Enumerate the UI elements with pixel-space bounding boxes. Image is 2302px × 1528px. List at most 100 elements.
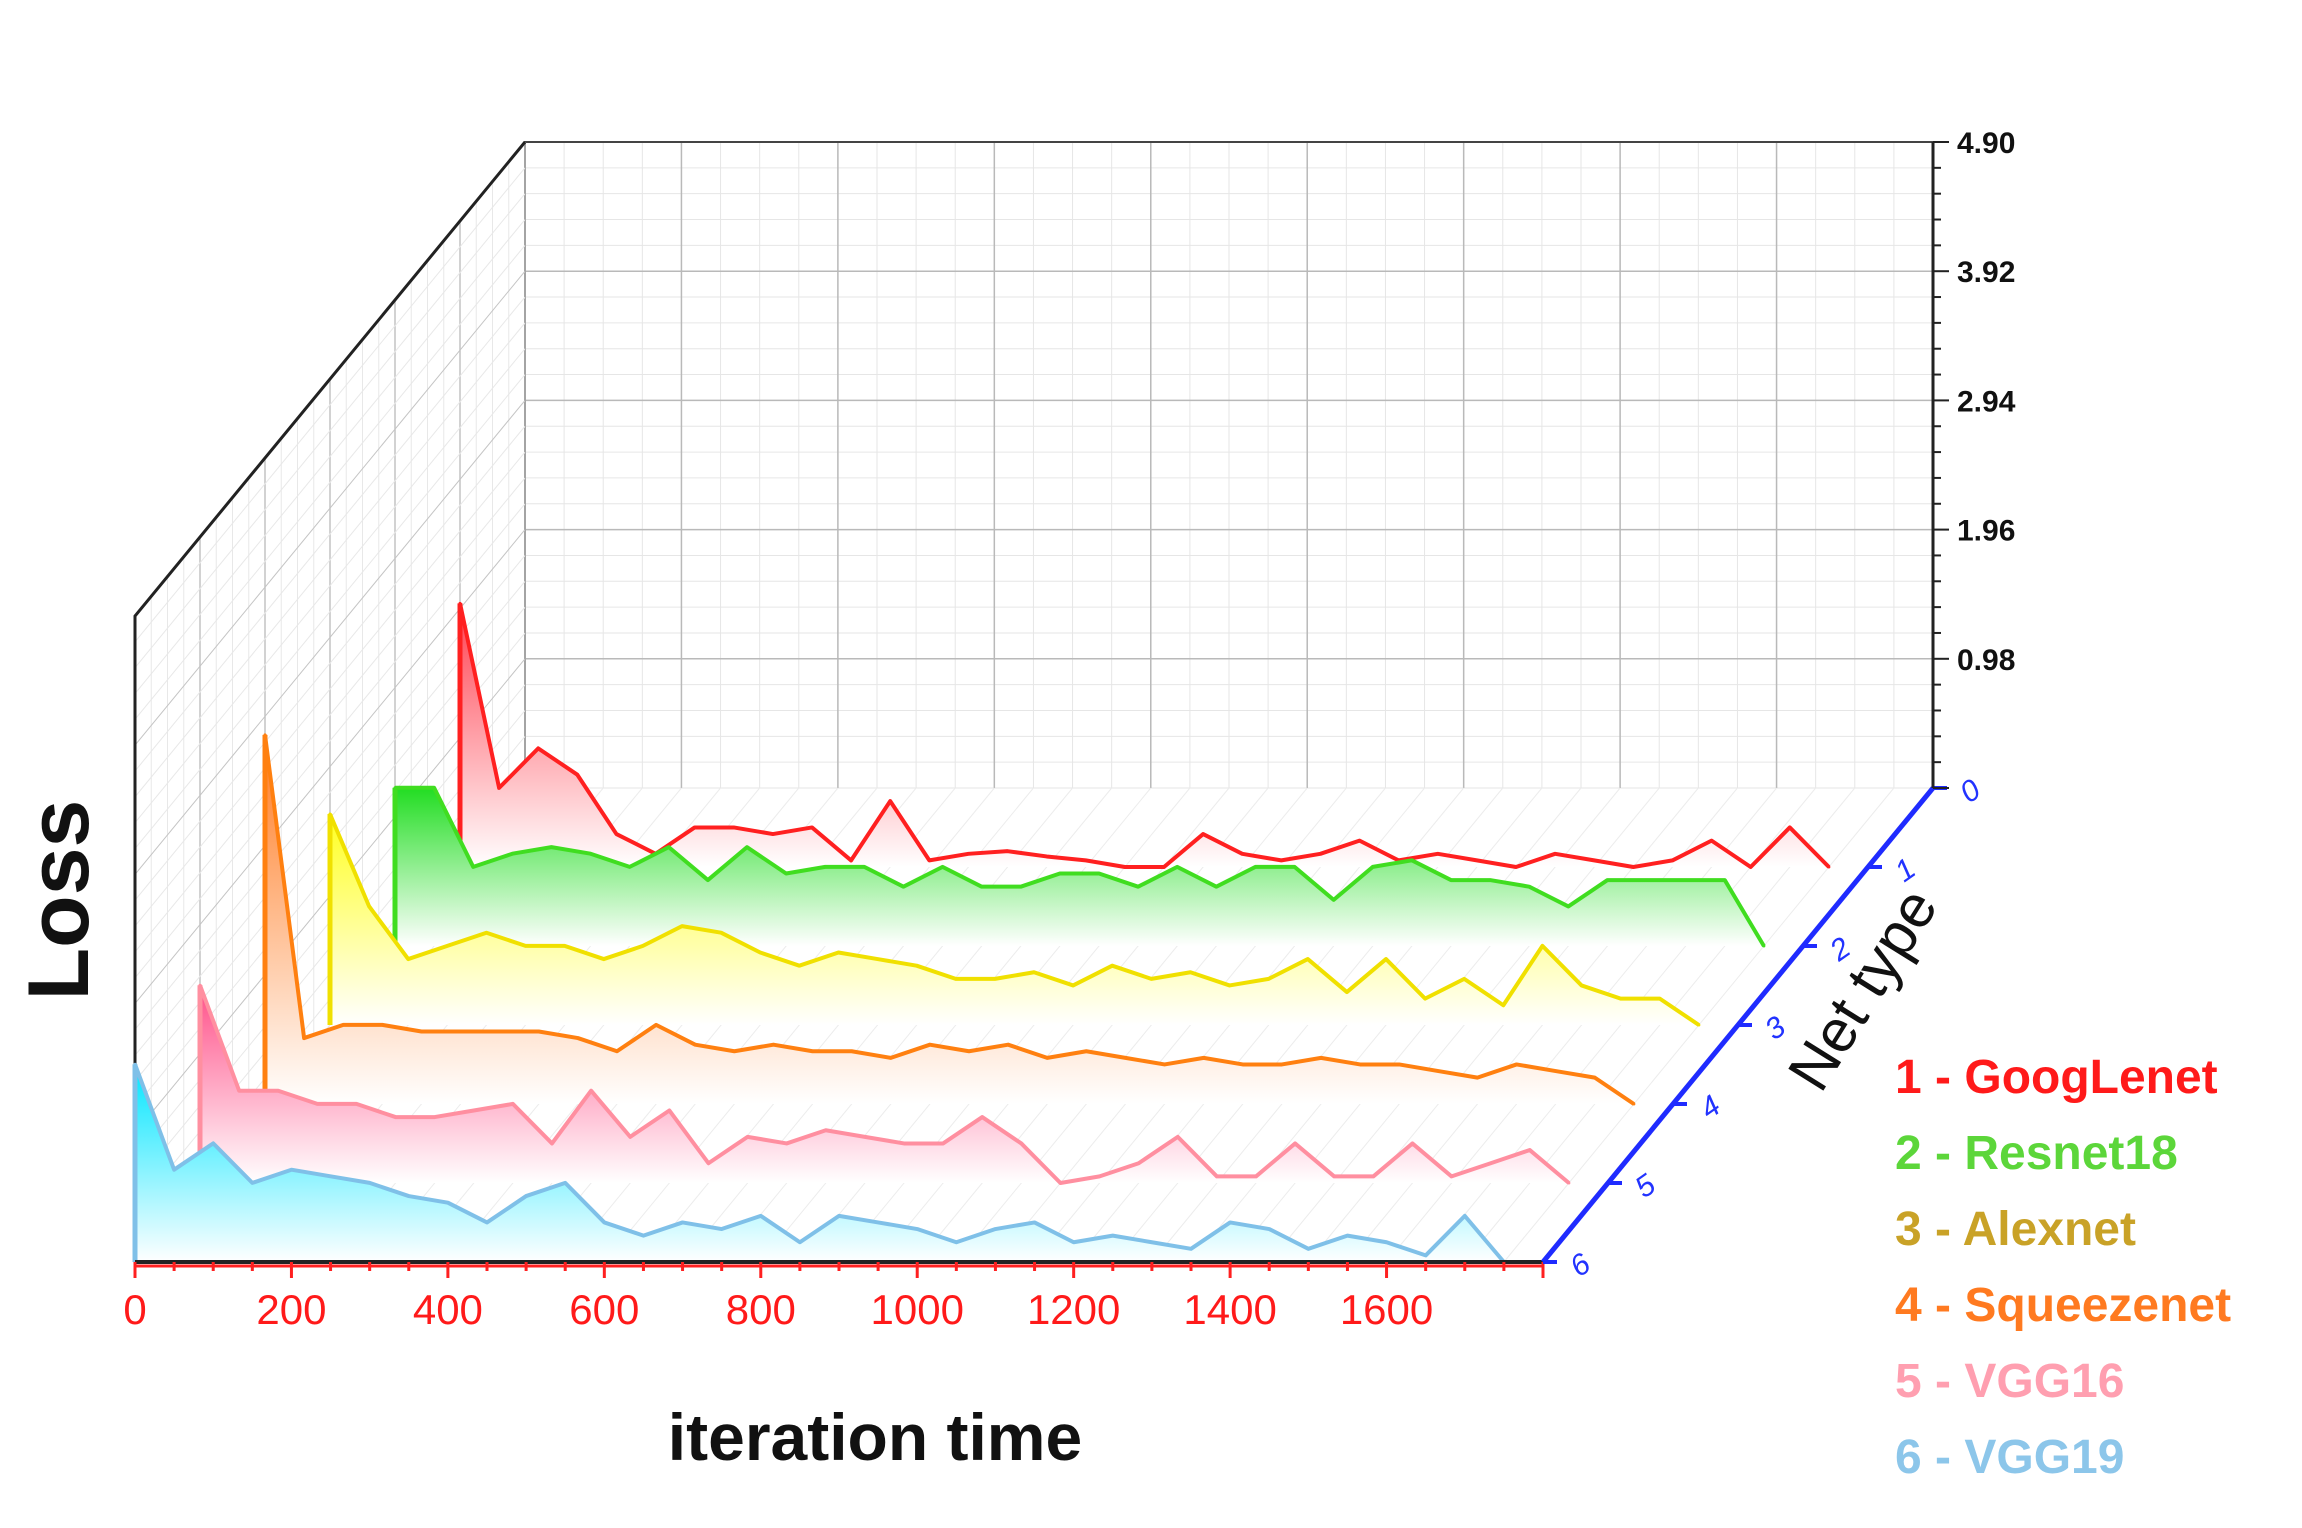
series-point [471, 865, 475, 869]
series-point [1410, 1141, 1414, 1145]
series-point [1241, 1062, 1245, 1066]
series-point [1098, 1174, 1102, 1178]
series-point [172, 1168, 176, 1172]
series-point [1136, 885, 1140, 889]
series-point [1554, 1069, 1558, 1073]
series-point [706, 878, 710, 882]
series-point [915, 964, 919, 968]
series-point [1670, 858, 1674, 862]
series-1-googlenet [457, 601, 1831, 869]
left-gridline-diagonal [134, 503, 526, 979]
left-gridline-diagonal [134, 451, 526, 927]
series-point [954, 1240, 958, 1244]
series-point [1084, 1049, 1088, 1053]
series-point [1540, 944, 1544, 948]
series-point [328, 812, 332, 816]
series-point [1228, 1220, 1232, 1224]
series-point [784, 871, 788, 875]
series-3-alexnet [327, 812, 1701, 1027]
series-point [1592, 858, 1596, 862]
z-tick-label: 3 [1759, 1010, 1792, 1047]
series-line [458, 602, 1831, 869]
series-point [1045, 1056, 1049, 1060]
series-point [1254, 1174, 1258, 1178]
series-point [1240, 852, 1244, 856]
series-point [615, 1049, 619, 1053]
series-point [928, 1043, 932, 1047]
series-point [745, 845, 749, 849]
series-point [432, 786, 436, 790]
left-gridline-diagonal [134, 348, 526, 824]
series-point [732, 1049, 736, 1053]
series-point [876, 957, 880, 961]
series-line [263, 734, 1636, 1106]
x-tick-label: 0 [123, 1286, 146, 1333]
series-point [836, 950, 840, 954]
series-point [602, 1220, 606, 1224]
series-point [1410, 858, 1414, 862]
series-point [693, 1043, 697, 1047]
series-point [1358, 1062, 1362, 1066]
series-point [446, 1201, 450, 1205]
series-point [602, 957, 606, 961]
left-gridline-diagonal [134, 425, 526, 901]
series-point [850, 1049, 854, 1053]
series-point [876, 1220, 880, 1224]
series-point [1019, 1141, 1023, 1145]
series-point [1423, 997, 1427, 1001]
series-point [1580, 983, 1584, 987]
z-tick-label: 0 [1954, 773, 1987, 810]
series-point [133, 1062, 137, 1066]
x-tick-label: 600 [569, 1286, 639, 1333]
series-point [1215, 1174, 1219, 1178]
series-point [1463, 1214, 1467, 1218]
series-point [1501, 1003, 1505, 1007]
series-point [810, 825, 814, 829]
series-point [380, 1023, 384, 1027]
series-point [823, 865, 827, 869]
series-point [902, 1141, 906, 1145]
series-point [824, 1128, 828, 1132]
series-point [1162, 865, 1166, 869]
series-point [1371, 1174, 1375, 1178]
series-point [993, 1227, 997, 1231]
series-point [341, 1023, 345, 1027]
series-point [563, 1181, 567, 1185]
series-point [1450, 1174, 1454, 1178]
series-point [458, 601, 462, 605]
series-point [641, 944, 645, 948]
series-point [1371, 865, 1375, 869]
series-point [524, 944, 528, 948]
series-point [1058, 1181, 1062, 1185]
left-gridline-diagonal [134, 400, 526, 875]
series-point [1605, 878, 1609, 882]
series-point [406, 957, 410, 961]
series-point [1424, 1253, 1428, 1257]
z-tick-label: 4 [1694, 1089, 1727, 1126]
series-point [1462, 977, 1466, 981]
series-point [536, 746, 540, 750]
legend: 1 - GoogLenet 2 - Resnet18 3 - Alexnet 4 - … [1895, 1040, 2231, 1496]
series-point [1176, 1135, 1180, 1139]
series-point [367, 904, 371, 908]
series-line [328, 813, 1701, 1027]
legend-entry: 2 - Resnet18 [1895, 1127, 2178, 1180]
series-point [1123, 1056, 1127, 1060]
x-tick-label: 1600 [1340, 1286, 1433, 1333]
series-point [1111, 1234, 1115, 1238]
x-tick-label: 800 [726, 1286, 796, 1333]
left-gridline-diagonal [134, 193, 526, 668]
series-point [628, 865, 632, 869]
series-point [941, 1141, 945, 1145]
series-point [862, 865, 866, 869]
series-point [1514, 865, 1518, 869]
series-point [706, 1161, 710, 1165]
series-point [407, 1194, 411, 1198]
series-point [1137, 1161, 1141, 1165]
series-point [1280, 1062, 1284, 1066]
series-area [265, 734, 1634, 1104]
series-point [1110, 964, 1114, 968]
series-point [1345, 990, 1349, 994]
series-point [1436, 852, 1440, 856]
